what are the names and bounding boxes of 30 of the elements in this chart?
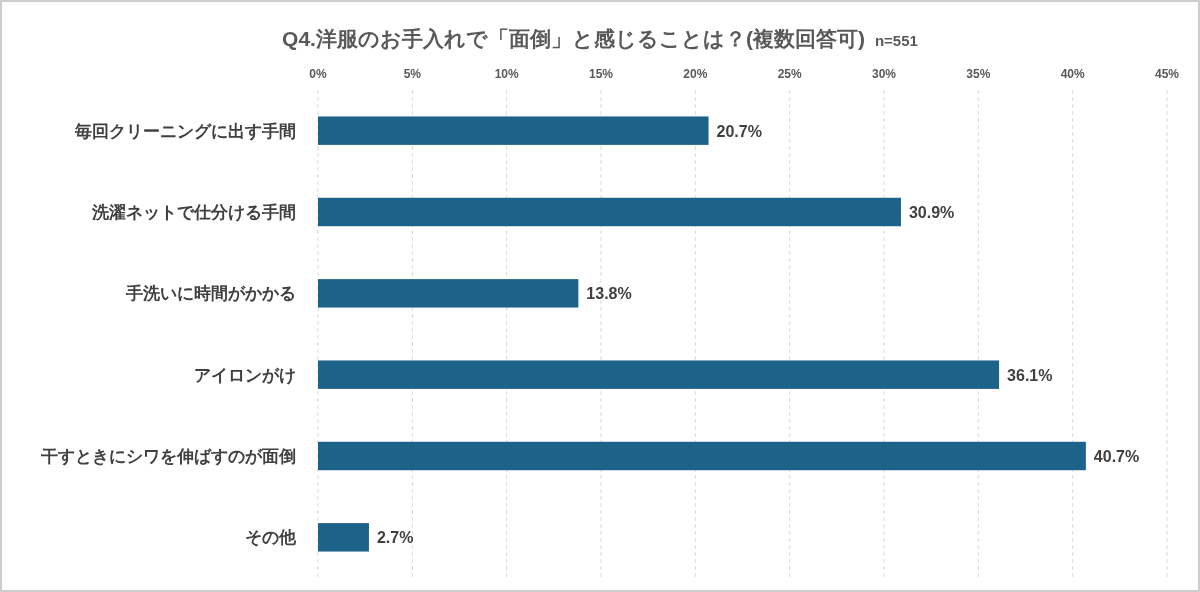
x-tick-label: 20% [683,67,708,81]
x-tick-label: 35% [966,67,991,81]
x-tick-label: 0% [309,67,327,81]
bar [318,279,579,308]
x-tick-label: 10% [494,67,519,81]
x-tick-label: 25% [777,67,802,81]
data-label: 2.7% [376,529,414,547]
chart-title: Q4.洋服のお手入れで「面倒」と感じることは？(複数回答可) [282,27,865,50]
y-tick-label: その他 [245,528,297,548]
data-label: 20.7% [716,122,762,140]
data-label: 36.1% [1007,366,1053,384]
x-tick-label: 45% [1154,67,1180,81]
x-tick-label: 40% [1060,67,1085,81]
y-tick-label: アイロンがけ [194,365,296,385]
data-label: 13.8% [586,285,632,303]
data-label: 30.9% [908,204,955,221]
data-label: 40.7% [1093,448,1140,465]
y-tick-label: 干すときにシワを伸ばすのが面倒 [40,447,296,466]
bar [318,360,1000,389]
x-tick-label: 5% [403,67,422,81]
bar [318,523,369,552]
bar [318,197,901,227]
x-tick-label: 30% [871,67,897,81]
bar [318,441,1086,471]
x-tick-label: 15% [588,67,614,81]
y-tick-label: 手洗いに時間がかかる [125,284,296,304]
chart-subtitle: n=551 [874,32,918,49]
y-tick-label: 毎回クリーニングに出す手間 [74,121,296,141]
y-tick-label: 洗濯ネットで仕分ける手間 [91,203,296,222]
bar [318,116,709,145]
